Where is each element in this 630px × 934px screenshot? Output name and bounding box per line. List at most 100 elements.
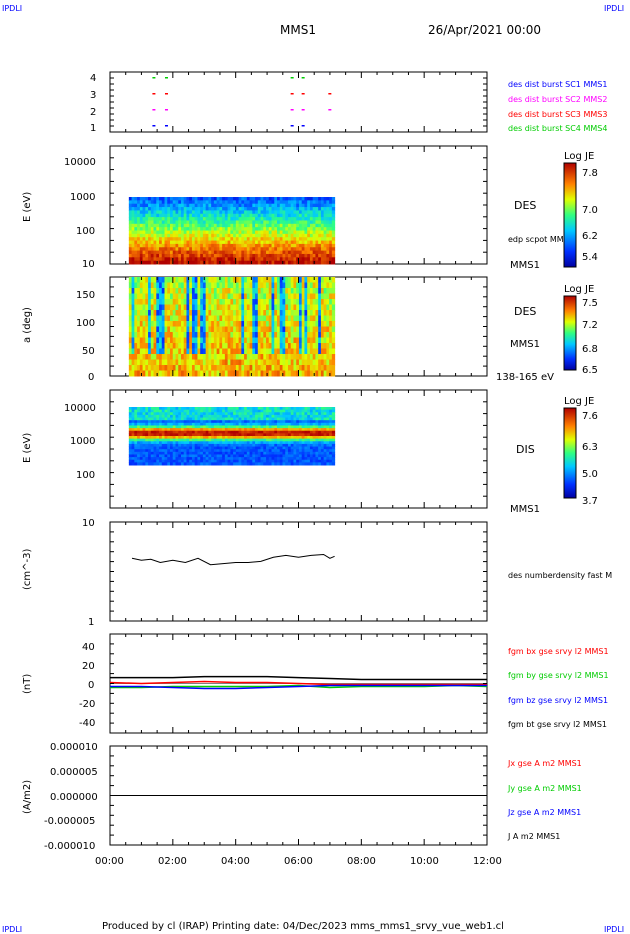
spectrogram-cell (309, 451, 314, 455)
spectrogram-cell (331, 407, 336, 411)
spectrogram-cell (307, 282, 311, 289)
spectrogram-cell (282, 359, 286, 366)
spectrogram-cell (326, 288, 330, 294)
spectrogram-cell (213, 332, 218, 338)
spectrogram-cell (224, 210, 229, 215)
spectrogram-cell (233, 436, 237, 440)
spectrogram-cell (257, 304, 262, 311)
spectrogram-cell (205, 207, 209, 211)
spectrogram-cell (244, 207, 248, 211)
spectrogram-cell (159, 304, 163, 311)
spectrogram-cell (263, 257, 267, 262)
spectrogram-cell (227, 359, 231, 366)
pa-side-label2: MMS1 (510, 339, 540, 350)
spectrogram-cell (293, 354, 297, 360)
spectrogram-cell (128, 414, 133, 419)
spectrogram-cell (224, 243, 229, 248)
spectrogram-cell (224, 446, 229, 450)
spectrogram-cell (153, 304, 157, 311)
spectrogram-cell (208, 457, 212, 461)
spectrogram-cell (230, 459, 234, 463)
spectrogram-cell (227, 315, 231, 322)
spectrogram-cell (307, 326, 311, 333)
spectrogram-cell (282, 257, 286, 262)
spectrogram-cell (230, 288, 234, 294)
spectrogram-cell (326, 454, 330, 458)
spectrogram-cell (246, 260, 251, 265)
spectrogram-cell (142, 417, 146, 421)
spectrogram-cell (183, 282, 187, 289)
spectrogram-cell (246, 407, 251, 411)
spectrogram-cell (298, 240, 303, 245)
spectrogram-cell (279, 409, 283, 413)
spectrogram-cell (150, 428, 155, 432)
spectrogram-cell (172, 407, 176, 411)
spectrogram-cell (139, 217, 144, 221)
spectrogram-cell (279, 428, 283, 432)
spectrogram-cell (216, 240, 220, 245)
spectrogram-cell (139, 203, 144, 208)
spectrogram-cell (202, 354, 207, 360)
spectrogram-cell (298, 430, 303, 434)
spectrogram-cell (329, 250, 333, 255)
spectrogram-cell (200, 257, 204, 262)
spectrogram-cell (200, 430, 204, 434)
spectrogram-cell (271, 304, 275, 311)
spectrogram-cell (304, 243, 308, 248)
spectrogram-cell (329, 459, 333, 463)
spectrogram-cell (222, 243, 226, 248)
spectrogram-cell (309, 370, 314, 377)
spectrogram-cell (227, 420, 231, 424)
spectrogram-cell (219, 223, 223, 228)
spectrogram-cell (320, 359, 325, 366)
spectrogram-cell (164, 203, 168, 208)
spectrogram-cell (315, 425, 319, 429)
spectrogram-cell (153, 365, 157, 371)
spectrogram-cell (296, 409, 300, 413)
spectrogram-cell (323, 433, 327, 437)
spectrogram-cell (227, 417, 231, 421)
spectrogram-cell (131, 304, 135, 311)
spectrogram-cell (200, 436, 204, 440)
spectrogram-cell (170, 441, 174, 445)
spectrogram-cell (301, 433, 305, 437)
spectrogram-cell (312, 454, 316, 458)
spectrogram-cell (194, 299, 198, 305)
spectrogram-cell (191, 310, 196, 316)
spectrogram-cell (194, 425, 198, 429)
spectrogram-cell (318, 277, 322, 283)
spectrogram-cell (323, 250, 327, 255)
spectrogram-cell (230, 441, 234, 445)
spectrogram-cell (183, 412, 187, 416)
spectrogram-cell (266, 240, 270, 245)
spectrogram-cell (309, 321, 314, 327)
spectrogram-cell (285, 343, 289, 349)
spectrogram-cell (266, 243, 270, 248)
spectrogram-cell (271, 443, 275, 448)
spectrogram-cell (224, 310, 229, 316)
des-e-colorbar (563, 162, 577, 268)
spectrogram-cell (213, 441, 218, 445)
spectrogram-cell (331, 197, 336, 201)
spectrogram-cell (257, 217, 262, 221)
spectrogram-cell (309, 332, 314, 338)
spectrogram-cell (186, 213, 190, 218)
spectrogram-cell (271, 412, 275, 416)
spectrogram-cell (274, 321, 278, 327)
spectrogram-cell (277, 213, 281, 218)
spectrogram-cell (277, 243, 281, 248)
spectrogram-cell (178, 223, 182, 228)
spectrogram-cell (329, 243, 333, 248)
spectrogram-cell (263, 337, 267, 344)
spectrogram-cell (293, 417, 297, 421)
spectrogram-cell (153, 315, 157, 322)
spectrogram-cell (224, 304, 229, 311)
spectrogram-cell (329, 197, 333, 201)
spectrogram-cell (271, 433, 275, 437)
bfield-ytick-40: 40 (82, 642, 95, 653)
spectrogram-cell (222, 365, 226, 371)
spectrogram-cell (293, 433, 297, 437)
spectrogram-cell (219, 451, 223, 455)
spectrogram-cell (263, 321, 267, 327)
spectrogram-cell (153, 441, 157, 445)
